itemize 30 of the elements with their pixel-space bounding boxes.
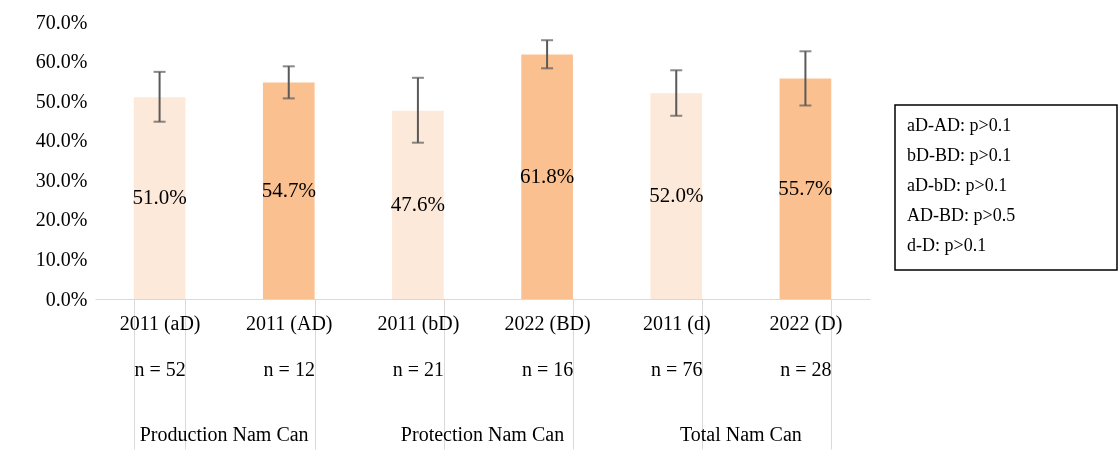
data-label: 55.7% — [778, 175, 833, 200]
data-label: 47.6% — [390, 191, 446, 216]
y-tick-label: 70.0% — [35, 10, 88, 33]
category-label: 2022 (D) n = 28 — [769, 311, 843, 380]
y-tick-label: 10.0% — [35, 247, 88, 270]
data-label: 54.7% — [261, 177, 316, 202]
text: Total Nam Can — [679, 423, 802, 445]
text: aD-AD: p>0.1 bD-BD: p>0.1 aD-bD: p>0.1 AD-BD: p>0.5 d-D: p>0.1 — [907, 115, 1016, 255]
y-tick-label: 20.0% — [35, 208, 88, 231]
data-label: 51.0% — [132, 185, 187, 210]
bar — [392, 110, 444, 299]
y-tick-label: 30.0% — [35, 168, 88, 191]
y-tick-label: 50.0% — [35, 89, 88, 112]
bar — [133, 97, 186, 299]
y-tick-label: 40.0% — [35, 129, 88, 152]
text: Production Nam Can — [139, 423, 309, 445]
bar — [521, 54, 573, 299]
y-tick-label: 0.0% — [45, 287, 88, 310]
text: Protection Nam Can — [400, 423, 565, 445]
bar — [262, 82, 315, 299]
category-label: 2011 (d) n = 76 — [642, 311, 711, 380]
category-label: 2011 (aD) n = 52 — [119, 311, 201, 380]
category-label: 2011 (AD) n = 12 — [246, 311, 333, 380]
bar — [779, 78, 832, 299]
data-label: 61.8% — [519, 163, 575, 188]
y-tick-label: 60.0% — [35, 50, 88, 73]
bar — [650, 93, 703, 299]
data-label: 52.0% — [649, 183, 704, 208]
category-label: 2011 (bD) n = 21 — [377, 311, 460, 380]
category-label: 2022 (BD) n = 16 — [504, 311, 591, 380]
